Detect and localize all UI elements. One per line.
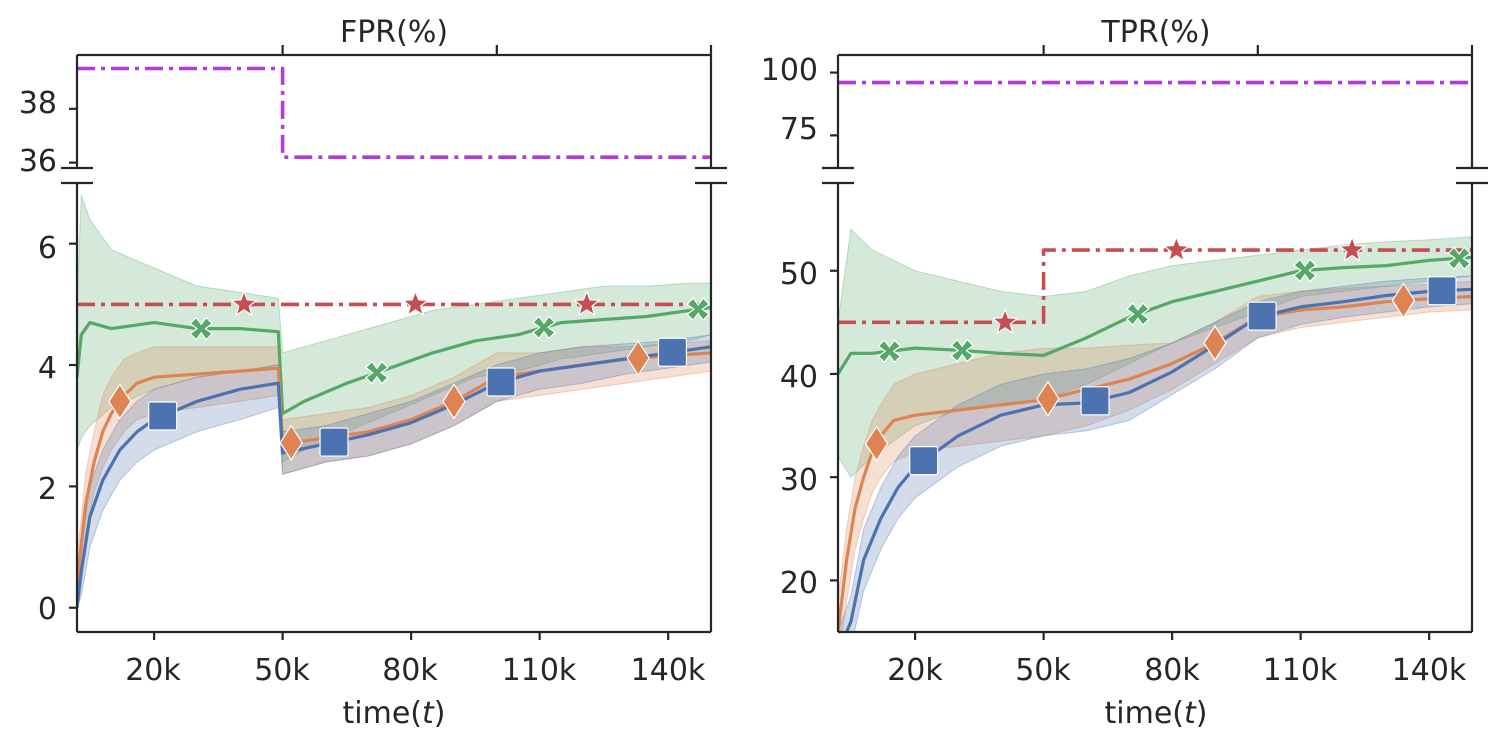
y-tick-label: 100	[761, 53, 818, 88]
diamond-marker	[279, 424, 303, 461]
star-marker	[572, 289, 601, 317]
x-axis-label-var: t	[422, 696, 435, 731]
x-axis-label-text: time(t)	[1105, 696, 1208, 731]
orange-confidence-band	[838, 280, 1472, 632]
star-marker	[1162, 235, 1191, 262]
x-marker	[364, 360, 389, 385]
x-axis-label-part: )	[1196, 696, 1208, 731]
x-tick-label: 110k	[1263, 653, 1338, 688]
series-markers	[864, 235, 1472, 476]
y-tick-label: 0	[38, 592, 57, 627]
fpr-x-axis-label: time(t)	[343, 696, 446, 731]
diamond-marker	[1036, 380, 1060, 417]
blue-confidence-band	[838, 275, 1472, 632]
diamond-marker	[442, 383, 466, 420]
fpr-y-tick-labels: 38 36 6 4 2 0	[19, 86, 57, 627]
green-series-line	[77, 305, 711, 416]
y-tick-label: 38	[19, 86, 57, 121]
square-marker	[148, 401, 178, 431]
x-axis-label-text: time(t)	[343, 696, 446, 731]
blue-series-line	[77, 345, 711, 608]
y-tick-label: 20	[780, 566, 818, 601]
fpr-axes	[61, 45, 727, 640]
bottom-panel-series	[77, 194, 711, 608]
purple-series-line	[77, 66, 711, 159]
x-tick-label: 20k	[887, 653, 943, 688]
tpr-x-tick-labels: 20k 50k 80k 110k 140k	[887, 653, 1467, 688]
x-tick-label: 140k	[631, 653, 706, 688]
x-tick-label: 110k	[502, 653, 577, 688]
y-tick-label: 50	[780, 257, 818, 292]
bottom-panel-series	[838, 228, 1472, 632]
tpr-x-axis-label: time(t)	[1105, 696, 1208, 731]
star-marker	[230, 289, 258, 317]
diamond-marker	[864, 425, 889, 462]
x-axis-label-part: time(	[343, 696, 422, 731]
fpr-x-tick-labels: 20k 50k 80k 110k 140k	[125, 653, 706, 688]
y-tick-label: 4	[38, 351, 57, 386]
diamond-marker	[626, 339, 650, 377]
y-tick-label: 2	[38, 472, 57, 507]
x-marker	[189, 316, 214, 341]
square-marker	[909, 446, 939, 476]
y-tick-label: 36	[19, 144, 57, 179]
fpr-title: FPR(%)	[340, 15, 448, 50]
orange-confidence-band	[77, 340, 711, 602]
x-marker	[1293, 258, 1317, 283]
red-series-line	[838, 248, 1472, 325]
series-markers	[108, 289, 711, 461]
x-marker	[532, 315, 556, 340]
diamond-marker	[1203, 324, 1227, 362]
x-axis-label-var: t	[1184, 696, 1197, 731]
y-tick-label: 30	[780, 463, 818, 498]
fpr-chart: FPR(%) 20k 50k 80k 110k 140k 38 36 6 4 2…	[19, 15, 727, 731]
tpr-plot-area	[838, 80, 1472, 632]
top-panel-series	[77, 66, 711, 159]
x-tick-label: 80k	[1144, 653, 1200, 688]
tpr-axes	[822, 45, 1488, 640]
diamond-marker	[1391, 282, 1416, 319]
x-marker	[686, 297, 711, 322]
x-marker	[877, 339, 902, 364]
x-tick-label: 50k	[254, 653, 310, 688]
square-marker	[657, 337, 688, 367]
x-axis-label-part: )	[434, 696, 446, 731]
x-tick-label: 140k	[1392, 653, 1467, 688]
x-tick-label: 20k	[125, 653, 181, 688]
y-tick-label: 6	[38, 231, 57, 266]
y-tick-label: 40	[780, 360, 818, 395]
square-marker	[319, 427, 349, 457]
x-marker	[1125, 302, 1150, 327]
tpr-title: TPR(%)	[1100, 15, 1210, 50]
star-marker	[991, 307, 1020, 335]
y-tick-label: 75	[780, 112, 818, 147]
x-marker	[950, 338, 975, 363]
square-marker	[486, 367, 516, 397]
tpr-y-tick-labels: 100 75 50 40 30 20	[761, 53, 818, 601]
x-axis-label-part: time(	[1105, 696, 1184, 731]
star-marker	[1338, 235, 1366, 262]
tpr-chart: TPR(%) 20k 50k 80k 110k 140k 100 75 50 4…	[761, 15, 1488, 731]
blue-confidence-band	[77, 334, 711, 608]
square-marker	[1080, 386, 1110, 416]
star-marker	[401, 289, 430, 317]
diamond-marker	[108, 383, 132, 420]
square-marker	[1247, 301, 1277, 331]
x-tick-label: 80k	[382, 653, 438, 688]
x-tick-label: 50k	[1015, 653, 1071, 688]
x-marker	[1447, 246, 1472, 271]
square-marker	[1427, 276, 1457, 306]
fpr-plot-area	[77, 66, 711, 608]
